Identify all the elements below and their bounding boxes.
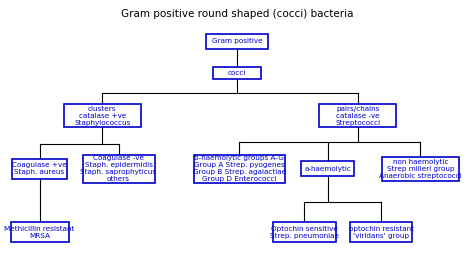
FancyBboxPatch shape	[194, 155, 284, 183]
Text: Coagulase +ve
Staph. aureus: Coagulase +ve Staph. aureus	[12, 162, 67, 175]
Text: a-haemolytic: a-haemolytic	[304, 166, 351, 172]
Text: Optochin sensitive
Strep. pneumoniae: Optochin sensitive Strep. pneumoniae	[270, 226, 339, 239]
FancyBboxPatch shape	[12, 159, 67, 179]
FancyBboxPatch shape	[206, 34, 268, 49]
Text: Gram positive round shaped (cocci) bacteria: Gram positive round shaped (cocci) bacte…	[121, 9, 353, 19]
Text: clusters
catalase +ve
Staphylococcus: clusters catalase +ve Staphylococcus	[74, 106, 130, 125]
Text: non haemolytic
Strep milleri group
Anaerobic streptococci: non haemolytic Strep milleri group Anaer…	[379, 159, 462, 179]
FancyBboxPatch shape	[10, 222, 69, 242]
Text: Gram positive: Gram positive	[212, 38, 262, 44]
FancyBboxPatch shape	[213, 67, 261, 79]
FancyBboxPatch shape	[350, 222, 412, 242]
Text: Methicillin resistant
MRSA: Methicillin resistant MRSA	[4, 226, 75, 239]
FancyBboxPatch shape	[273, 222, 336, 242]
Text: Coagulase -ve
Staph. epidermidis
Staph. saprophyticus
others: Coagulase -ve Staph. epidermidis Staph. …	[81, 155, 156, 182]
Text: optochin resistant
'viridans' group: optochin resistant 'viridans' group	[348, 226, 413, 239]
FancyBboxPatch shape	[319, 104, 396, 127]
FancyBboxPatch shape	[301, 162, 354, 176]
FancyBboxPatch shape	[82, 155, 155, 183]
Text: cocci: cocci	[228, 70, 246, 76]
Text: pairs/chains
catalase -ve
Streptococci: pairs/chains catalase -ve Streptococci	[335, 106, 380, 125]
FancyBboxPatch shape	[382, 157, 459, 181]
FancyBboxPatch shape	[64, 104, 141, 127]
Text: b-haemolytic groups A-G
Group A Strep. pyogenes
Group B Strep. agalactiae
Group : b-haemolytic groups A-G Group A Strep. p…	[193, 155, 286, 182]
